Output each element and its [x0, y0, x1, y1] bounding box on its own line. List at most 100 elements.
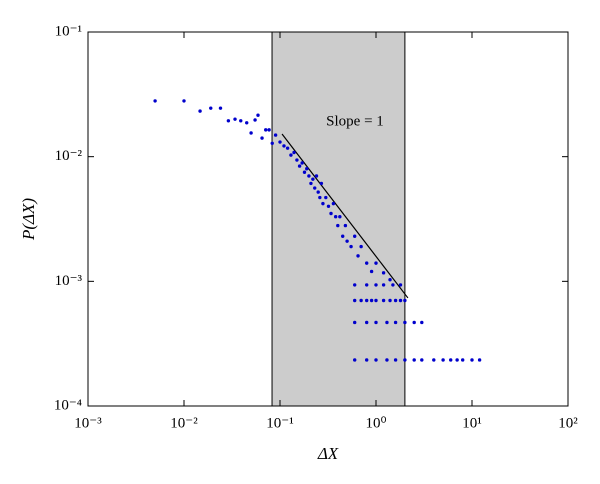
data-point [353, 298, 357, 303]
data-point [209, 106, 213, 110]
data-point [353, 283, 357, 287]
data-point [470, 358, 474, 362]
data-point [432, 358, 436, 362]
data-point [412, 358, 416, 362]
data-point [249, 131, 253, 135]
data-point [313, 186, 317, 190]
data-point [398, 298, 403, 303]
data-point [460, 358, 465, 362]
data-point [264, 128, 268, 132]
data-point [295, 158, 299, 162]
data-point [260, 136, 264, 140]
data-point [239, 119, 243, 123]
data-point [388, 278, 392, 282]
data-point [282, 144, 286, 148]
data-point [398, 283, 403, 287]
data-point [338, 214, 342, 219]
data-point [329, 211, 333, 216]
data-point [353, 358, 357, 362]
plot-frame [87, 31, 569, 407]
data-point [364, 358, 369, 362]
x-tick-label: 10¹ [462, 415, 482, 431]
data-point [331, 201, 336, 206]
data-point [341, 234, 345, 238]
data-point [374, 358, 378, 362]
data-point [364, 261, 369, 265]
data-point [182, 99, 186, 103]
data-point [309, 181, 313, 186]
data-point [305, 167, 309, 171]
data-point [300, 161, 304, 165]
data-point [289, 153, 293, 157]
data-point [349, 244, 353, 249]
data-point [449, 358, 453, 362]
data-point [198, 109, 202, 113]
data-point [385, 358, 389, 362]
data-point [381, 271, 386, 275]
data-point [256, 113, 260, 117]
annotation: Slope = 1 [326, 113, 384, 129]
data-point [374, 320, 378, 325]
x-axis-label: ΔX [317, 444, 339, 463]
x-tick-label: 10⁻¹ [266, 415, 293, 431]
data-point [353, 234, 357, 238]
data-point [364, 320, 369, 325]
x-tick-label: 10² [558, 415, 578, 431]
data-point [226, 119, 231, 123]
data-point [412, 320, 416, 325]
y-tick-label: 10⁻⁴ [54, 397, 82, 413]
data-point [381, 283, 386, 287]
data-point [292, 150, 296, 155]
data-point [278, 140, 282, 144]
data-point [403, 298, 407, 303]
data-point [324, 195, 328, 200]
data-point [319, 181, 324, 186]
y-tick-label: 10⁻² [55, 148, 83, 164]
data-point [253, 118, 257, 122]
data-point [364, 298, 369, 303]
data-point [420, 320, 424, 325]
data-point [316, 190, 320, 194]
data-point [369, 269, 374, 274]
data-point [393, 320, 398, 325]
data-point [233, 117, 237, 121]
data-point [388, 298, 392, 303]
data-point [374, 261, 378, 265]
data-point [381, 298, 386, 303]
data-point [345, 239, 349, 243]
data-point [359, 244, 363, 249]
data-point [441, 358, 445, 362]
data-point [403, 358, 407, 362]
x-tick-label: 10⁰ [365, 415, 386, 431]
data-point [364, 283, 369, 287]
data-point [270, 141, 274, 146]
data-point [353, 320, 357, 325]
fit-line [281, 133, 409, 299]
data-point [297, 164, 302, 168]
x-tick-label: 10⁻³ [74, 415, 102, 431]
data-point [374, 298, 378, 303]
data-point [403, 320, 407, 325]
y-tick-label: 10⁻¹ [55, 23, 82, 39]
data-point [343, 223, 348, 228]
data-point [218, 106, 223, 110]
data-point [285, 146, 290, 150]
data-point [336, 223, 340, 228]
shaded-region [272, 32, 405, 406]
data-point [273, 133, 278, 137]
data-point [311, 177, 315, 181]
data-point [359, 298, 363, 303]
data-point [393, 298, 398, 303]
y-tick-label: 10⁻³ [55, 273, 83, 289]
x-tick-label: 10⁻² [170, 415, 198, 431]
data-point [374, 283, 378, 287]
data-point [245, 121, 249, 125]
y-axis-label: P(ΔX) [19, 198, 38, 241]
data-point [326, 204, 331, 208]
data-point [321, 201, 325, 206]
data-point [420, 358, 424, 362]
data-point [356, 254, 360, 258]
data-point [455, 358, 459, 362]
data-point [318, 195, 322, 200]
